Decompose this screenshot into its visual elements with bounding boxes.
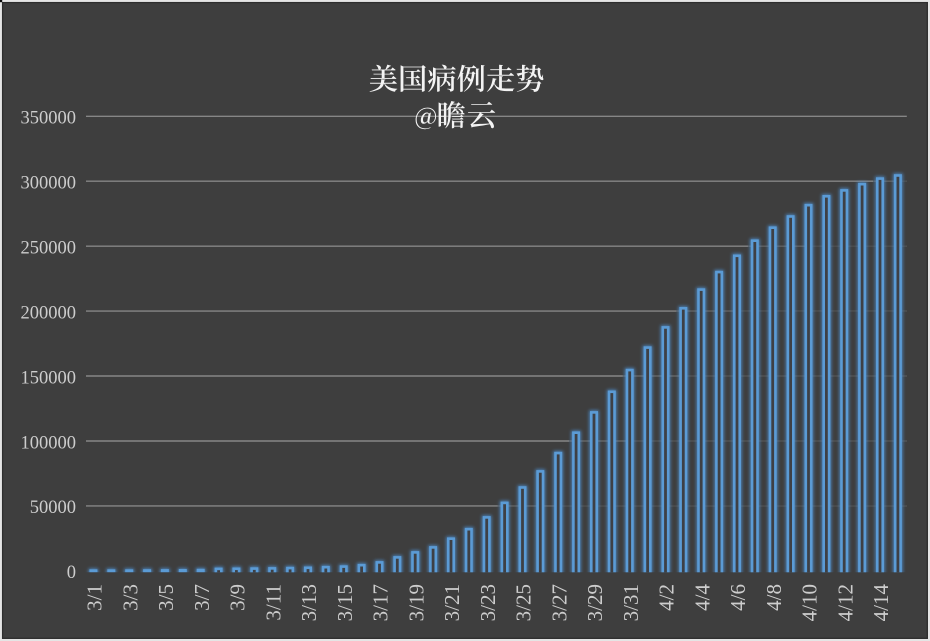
svg-text:4/8: 4/8 <box>762 584 786 611</box>
svg-text:0: 0 <box>67 563 76 583</box>
svg-text:4/14: 4/14 <box>869 584 893 622</box>
svg-text:200000: 200000 <box>21 303 77 323</box>
svg-text:3/27: 3/27 <box>547 584 571 621</box>
svg-text:3/17: 3/17 <box>369 584 393 621</box>
svg-text:3/11: 3/11 <box>261 584 285 621</box>
svg-text:3/23: 3/23 <box>476 584 500 621</box>
svg-text:4/2: 4/2 <box>655 584 679 611</box>
svg-text:3/29: 3/29 <box>583 584 607 621</box>
svg-text:3/19: 3/19 <box>404 584 428 621</box>
svg-text:300000: 300000 <box>21 174 77 194</box>
svg-text:150000: 150000 <box>21 368 77 388</box>
svg-text:3/7: 3/7 <box>190 584 214 611</box>
svg-text:3/9: 3/9 <box>226 584 250 611</box>
svg-text:3/15: 3/15 <box>333 584 357 621</box>
svg-text:350000: 350000 <box>21 109 77 129</box>
svg-text:100000: 100000 <box>21 433 77 453</box>
svg-text:3/1: 3/1 <box>83 584 107 611</box>
svg-text:50000: 50000 <box>30 498 76 518</box>
svg-text:4/6: 4/6 <box>726 584 750 611</box>
svg-text:3/13: 3/13 <box>297 584 321 621</box>
svg-text:3/31: 3/31 <box>619 584 643 621</box>
svg-text:3/3: 3/3 <box>118 584 142 611</box>
svg-text:3/21: 3/21 <box>440 584 464 621</box>
svg-text:4/4: 4/4 <box>690 584 714 611</box>
svg-text:250000: 250000 <box>21 239 77 259</box>
svg-text:4/12: 4/12 <box>833 584 857 621</box>
svg-text:3/5: 3/5 <box>154 584 178 611</box>
svg-text:3/25: 3/25 <box>512 584 536 621</box>
svg-text:4/10: 4/10 <box>798 584 822 621</box>
